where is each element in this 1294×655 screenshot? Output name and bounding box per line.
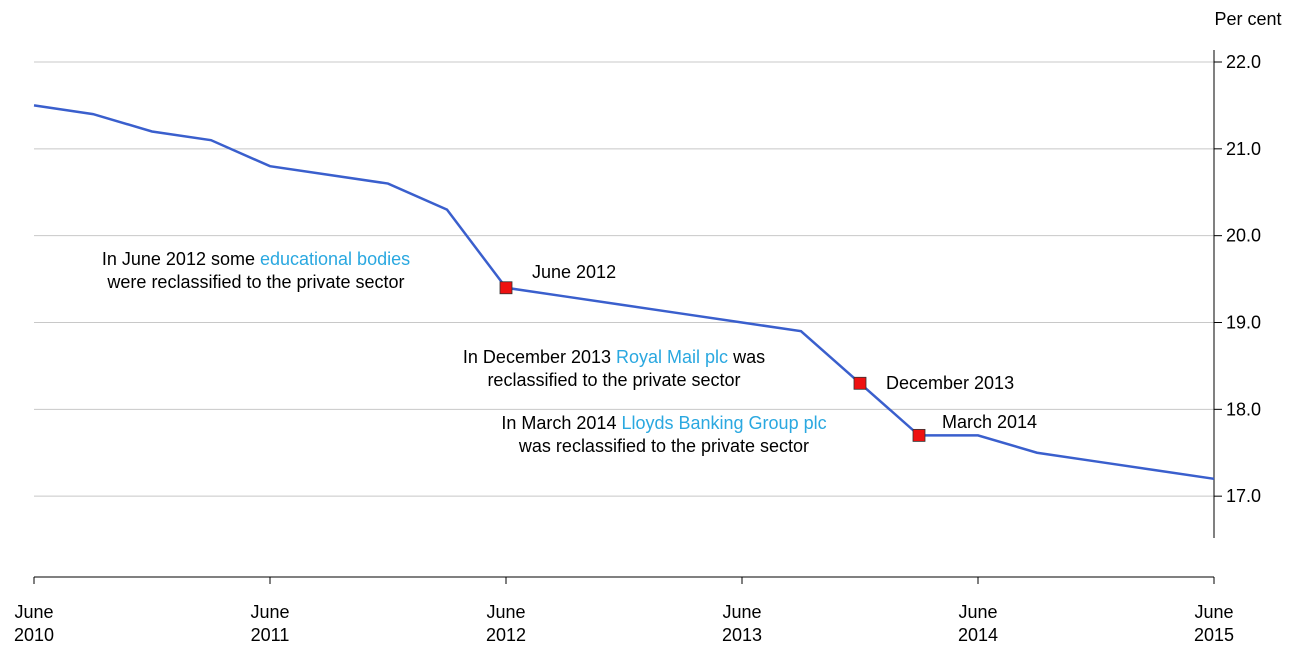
x-tick-label: June 2011: [250, 602, 289, 645]
x-tick-label: June 2014: [958, 602, 998, 645]
annotation-part: In June 2012 some: [102, 249, 260, 269]
annotation-text: reclassified to the private sector: [487, 370, 740, 390]
annotation-text: was reclassified to the private sector: [518, 436, 809, 456]
y-tick-label: 19.0: [1226, 313, 1261, 333]
annotation-link: Royal Mail plc: [616, 347, 728, 367]
marker-label: June 2012: [532, 262, 616, 282]
annotation-part: reclassified to the private sector: [487, 370, 740, 390]
annotation-text: In December 2013 Royal Mail plc was: [463, 347, 765, 367]
event-marker: [499, 281, 513, 295]
annotation-link: educational bodies: [260, 249, 410, 269]
marker-label: March 2014: [942, 412, 1037, 432]
event-marker: [912, 428, 926, 442]
x-tick-label: June 2015: [1194, 602, 1234, 645]
data-line: [33, 104, 1215, 481]
annotation-part: was: [728, 347, 765, 367]
annotation-part: was reclassified to the private sector: [518, 436, 809, 456]
annotation-part: In March 2014: [501, 413, 621, 433]
event-marker: [853, 376, 867, 390]
annotation-text: In March 2014 Lloyds Banking Group plc: [501, 413, 826, 433]
annotation-part: were reclassified to the private sector: [106, 272, 404, 292]
annotation-link: Lloyds Banking Group plc: [621, 413, 826, 433]
x-tick-label: June 2012: [486, 602, 526, 645]
y-tick-label: 21.0: [1226, 139, 1261, 159]
annotation-part: In December 2013: [463, 347, 616, 367]
x-tick-label: June 2010: [14, 602, 54, 645]
y-tick-label: 22.0: [1226, 52, 1261, 72]
y-tick-label: 17.0: [1226, 486, 1261, 506]
x-tick-label: June 2013: [722, 602, 762, 645]
y-tick-label: 20.0: [1226, 226, 1261, 246]
annotation-text: In June 2012 some educational bodies: [102, 249, 410, 269]
marker-label: December 2013: [886, 373, 1014, 393]
annotation-text: were reclassified to the private sector: [106, 272, 404, 292]
y-tick-label: 18.0: [1226, 399, 1261, 419]
y-axis-label: Per cent: [1214, 9, 1281, 29]
